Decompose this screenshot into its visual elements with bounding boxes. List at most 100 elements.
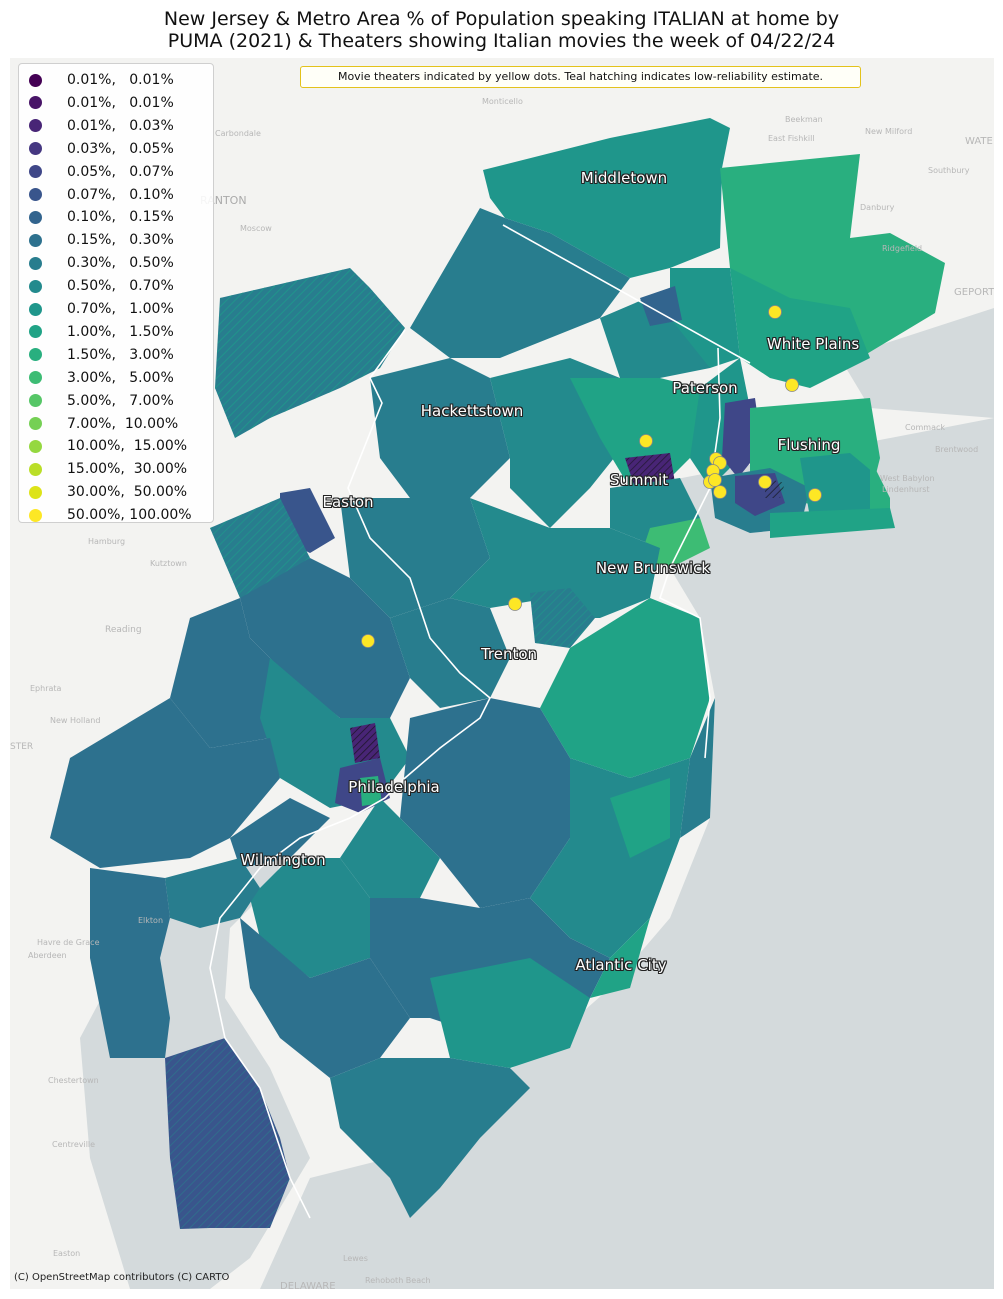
legend-label: 1.00%, 1.50% — [67, 323, 174, 340]
region-nassau — [800, 453, 880, 518]
basemap-label: Carbondale — [215, 129, 261, 138]
legend-item: 0.05%, 0.07% — [29, 162, 174, 182]
city-label-flushing: Flushing — [777, 436, 841, 454]
map-canvas[interactable]: RANTON Carbondale Moscow Hamburg Kutztow… — [10, 58, 994, 1289]
region-long-island-shore — [770, 508, 895, 538]
basemap-label: Monticello — [482, 97, 523, 106]
legend-item: 0.70%, 1.00% — [29, 299, 174, 319]
legend-label: 7.00%, 10.00% — [67, 415, 179, 432]
legend-item: 0.07%, 0.10% — [29, 185, 174, 205]
basemap-label: WATE — [965, 136, 993, 147]
legend-swatch — [29, 188, 42, 201]
region-montgomery — [170, 598, 290, 748]
theater-marker — [785, 378, 799, 392]
basemap-label: Moscow — [240, 224, 272, 233]
legend-item: 0.01%, 0.03% — [29, 116, 174, 136]
basemap-label: Lewes — [343, 1254, 368, 1263]
region-atlantic-city — [430, 958, 590, 1068]
legend-swatch — [29, 279, 42, 293]
legend-swatch — [29, 439, 42, 453]
legend-label: 0.01%, 0.01% — [67, 94, 174, 111]
region-dark-west-milford — [640, 286, 682, 326]
map-frame[interactable]: RANTON Carbondale Moscow Hamburg Kutztow… — [10, 58, 994, 1289]
legend-label: 0.15%, 0.30% — [67, 232, 174, 249]
legend-label: 1.50%, 3.00% — [67, 346, 174, 363]
theater-marker — [758, 475, 772, 489]
region-wilmington — [165, 858, 260, 928]
legend-item: 3.00%, 5.00% — [29, 368, 174, 388]
legend-swatch — [29, 233, 42, 247]
legend-swatch — [29, 394, 42, 408]
region-camden — [340, 798, 440, 898]
basemap-label: West Babylon — [880, 474, 935, 483]
city-label-wilmington: Wilmington — [240, 851, 326, 869]
basemap-label: Chestertown — [48, 1076, 99, 1085]
legend-item: 0.15%, 0.30% — [29, 230, 174, 250]
basemap-label: Beekman — [785, 115, 823, 124]
region-hunterdon — [340, 498, 490, 618]
basemap-label: Ephrata — [30, 684, 62, 693]
theater-marker — [508, 597, 522, 611]
legend-label: 0.07%, 0.10% — [67, 186, 174, 203]
basemap-label: Elkton — [138, 916, 163, 925]
legend-label: 0.50%, 0.70% — [67, 278, 174, 295]
legend-swatch — [29, 371, 42, 385]
legend-swatch — [29, 462, 42, 476]
legend-label: 0.70%, 1.00% — [67, 301, 174, 317]
basemap-label: Danbury — [860, 203, 895, 212]
basemap-label: Aberdeen — [28, 951, 67, 960]
basemap-label: DELAWARE — [280, 1281, 336, 1289]
legend-swatch — [29, 256, 42, 270]
theater-marker — [713, 485, 727, 499]
legend-swatch — [29, 508, 42, 522]
legend-swatch — [29, 325, 42, 339]
legend-label: 10.00%, 15.00% — [67, 438, 188, 455]
region-philly-green — [360, 776, 382, 806]
legend-swatch — [29, 417, 42, 430]
basemap-label: Reading — [105, 625, 142, 635]
theater-marker — [808, 488, 822, 502]
legend-item: 30.00%, 50.00% — [29, 482, 187, 502]
city-label-paterson: Paterson — [672, 379, 738, 397]
puma-regions — [50, 118, 945, 1229]
legend-swatch — [29, 142, 42, 156]
basemap-label: New Holland — [50, 716, 100, 725]
region-mercer — [390, 598, 510, 708]
theater-marker — [639, 434, 653, 448]
region-essex-passaic — [570, 378, 710, 488]
region-sussex — [410, 208, 630, 358]
map-title-line-2: PUMA (2021) & Theaters showing Italian m… — [167, 30, 836, 52]
region-rockland — [670, 268, 740, 368]
legend-item: 0.03%, 0.05% — [29, 139, 174, 159]
basemap-label: Centreville — [52, 1140, 95, 1149]
legend-swatch — [29, 485, 42, 499]
basemap-label: Easton — [53, 1249, 80, 1258]
legend: 0.01%, 0.01% 0.01%, 0.01% 0.01%, 0.03% 0.03… — [18, 63, 214, 523]
map-title-line-1: New Jersey & Metro Area % of Population … — [163, 8, 840, 30]
legend-label: 0.05%, 0.07% — [67, 163, 174, 180]
city-label-philadelphia: Philadelphia — [348, 778, 440, 796]
theater-marker — [768, 305, 782, 319]
legend-item: 0.10%, 0.15% — [29, 207, 174, 227]
basemap-label: Southbury — [928, 166, 970, 175]
region-westchester — [730, 268, 870, 388]
region-coast-green — [590, 918, 650, 998]
legend-label: 30.00%, 50.00% — [67, 484, 188, 501]
city-label-easton: Easton — [322, 493, 374, 511]
basemap-label: Commack — [905, 423, 945, 432]
city-label-summit: Summit — [609, 471, 669, 489]
city-label-new-brunswick: New Brunswick — [595, 559, 711, 577]
basemap-labels: RANTON Carbondale Moscow Hamburg Kutztow… — [10, 97, 994, 1289]
basemap-label: Havre de Grace — [37, 938, 100, 947]
legend-item: 0.30%, 0.50% — [29, 253, 174, 273]
city-label-atlantic-city: Atlantic City — [575, 956, 667, 974]
basemap-label: Hamburg — [88, 537, 125, 546]
legend-label: 0.30%, 0.50% — [67, 255, 174, 272]
legend-label: 3.00%, 5.00% — [67, 369, 174, 386]
legend-item: 50.00%, 100.00% — [29, 505, 192, 525]
basemap-label: STER — [10, 742, 33, 752]
map-title: New Jersey & Metro Area % of Population … — [0, 8, 1003, 52]
legend-swatch — [29, 73, 42, 87]
basemap-label: Ridgefield — [882, 244, 922, 253]
basemap-label: East Fishkill — [768, 134, 815, 143]
